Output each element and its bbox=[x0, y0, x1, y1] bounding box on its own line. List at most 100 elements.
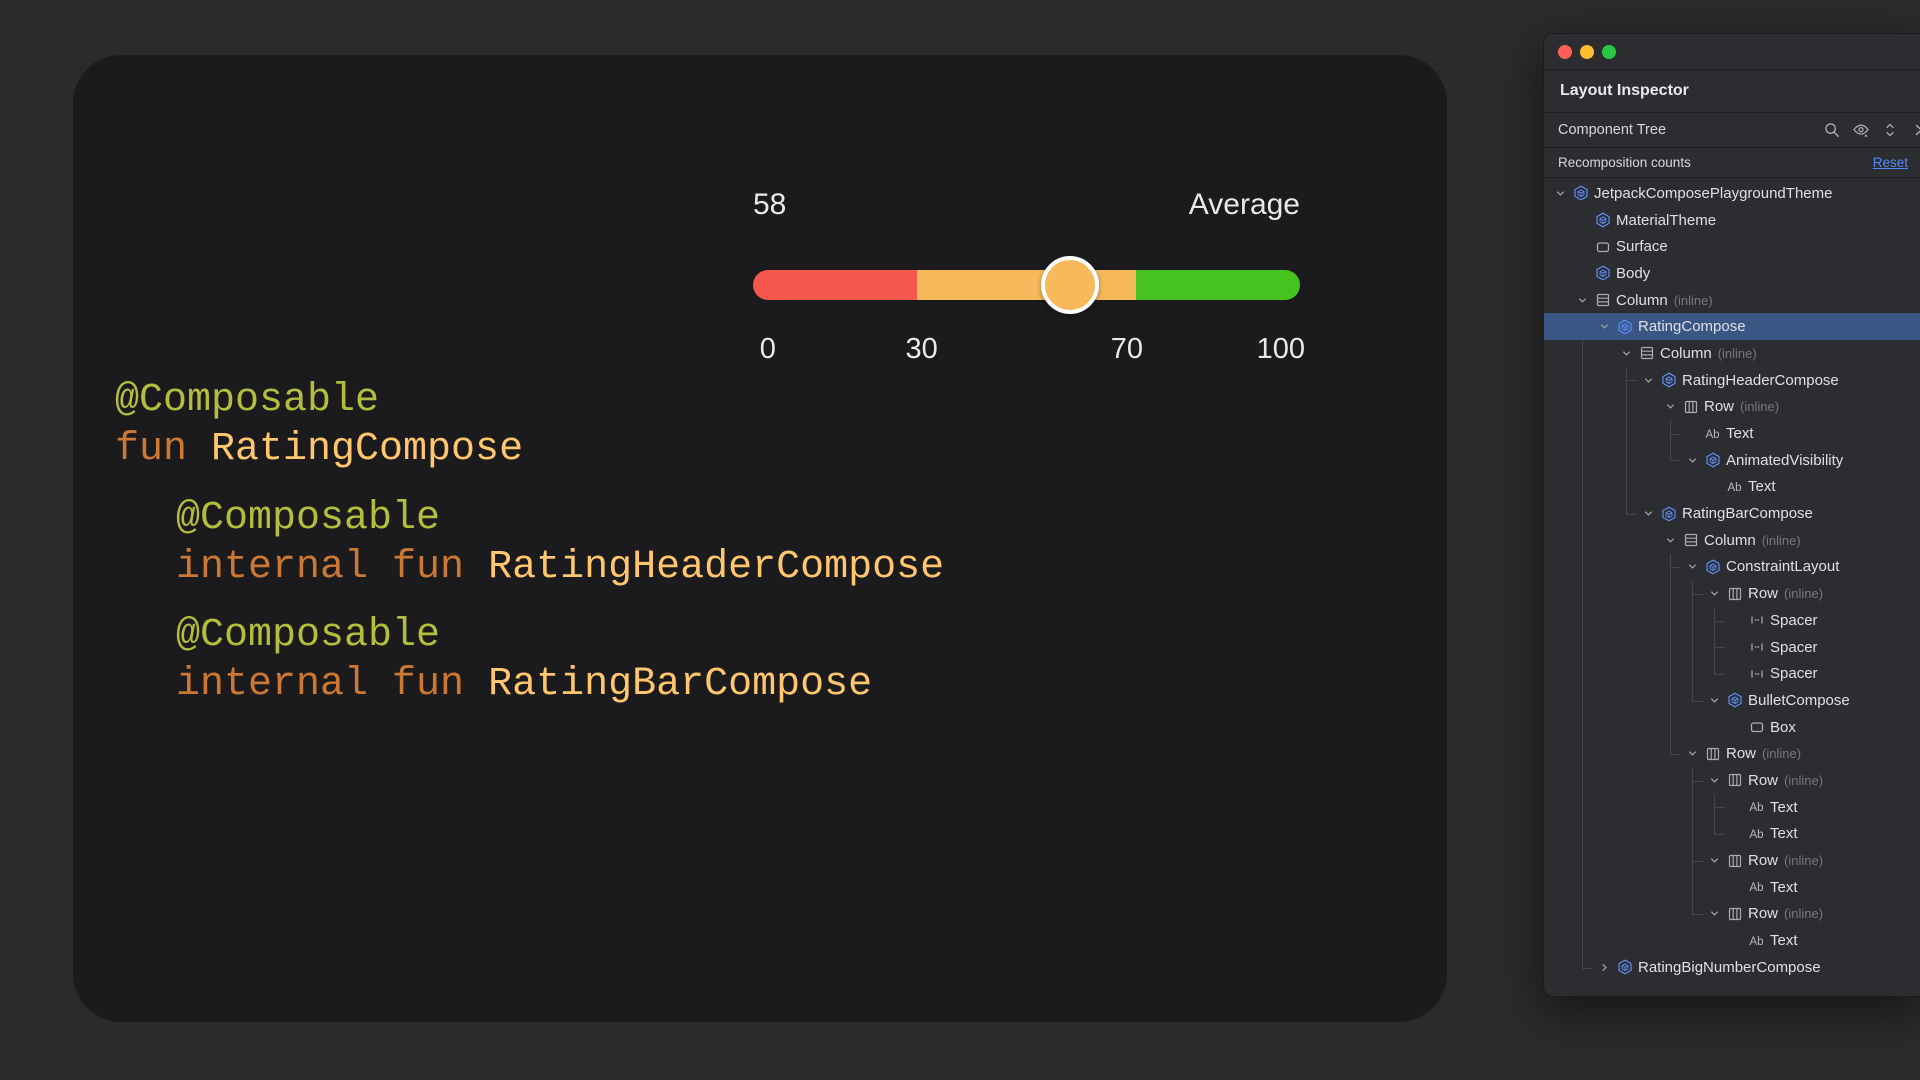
chevron-down-icon[interactable] bbox=[1619, 346, 1633, 360]
column-icon bbox=[1683, 532, 1699, 548]
zoom-button[interactable] bbox=[1602, 44, 1616, 59]
tree-node-animatedvisibility[interactable]: AnimatedVisibility bbox=[1544, 447, 1920, 474]
tree-node-ratingbignumbercompose[interactable]: RatingBigNumberCompose bbox=[1544, 954, 1920, 981]
tree-node-constraintlayout[interactable]: ConstraintLayout bbox=[1544, 554, 1920, 581]
box-icon bbox=[1749, 719, 1765, 735]
rating-category-label: Average bbox=[1188, 188, 1300, 221]
tree-node-label: AnimatedVisibility bbox=[1726, 451, 1844, 469]
tree-node-column[interactable]: Column (inline) bbox=[1544, 340, 1920, 367]
chevron-down-icon[interactable] bbox=[1553, 186, 1567, 200]
tree-node-spacer[interactable]: Spacer bbox=[1544, 607, 1920, 634]
chevron-down-icon[interactable] bbox=[1597, 320, 1611, 334]
tree-node-label: BulletCompose bbox=[1748, 691, 1850, 709]
chevron-down-icon[interactable] bbox=[1685, 453, 1699, 467]
code-line: @Composable bbox=[115, 376, 523, 425]
demo-card: 58 Average 0 30 70 100 @Composable fun Ratin… bbox=[73, 55, 1447, 1022]
text-icon: Ab bbox=[1749, 826, 1765, 842]
tree-node-row[interactable]: Row (inline) bbox=[1544, 740, 1920, 767]
minimize-button[interactable] bbox=[1580, 44, 1594, 59]
chevron-placeholder bbox=[1729, 667, 1743, 681]
chevron-right-icon[interactable] bbox=[1908, 119, 1920, 141]
expand-collapse-icon[interactable] bbox=[1879, 119, 1901, 141]
code-token-keyword: internal fun bbox=[176, 545, 489, 590]
rating-value: 58 bbox=[753, 188, 787, 221]
text-icon: Ab bbox=[1749, 879, 1765, 895]
row-icon bbox=[1727, 853, 1743, 869]
tree-node-jetpackcomposeplaygroundtheme[interactable]: JetpackComposePlaygroundTheme bbox=[1544, 180, 1920, 207]
slider-segment-1 bbox=[917, 270, 1136, 300]
chevron-placeholder bbox=[1575, 240, 1589, 254]
chevron-down-icon[interactable] bbox=[1641, 507, 1655, 521]
svg-text:Ab: Ab bbox=[1706, 429, 1720, 441]
slider-segment-2 bbox=[1135, 270, 1300, 300]
window-titlebar[interactable] bbox=[1544, 34, 1920, 70]
code-line: fun RatingCompose bbox=[115, 425, 523, 474]
chevron-down-icon[interactable] bbox=[1707, 907, 1721, 921]
close-button[interactable] bbox=[1558, 44, 1572, 59]
chevron-down-icon[interactable] bbox=[1707, 693, 1721, 707]
text-icon: Ab bbox=[1749, 933, 1765, 949]
chevron-down-icon[interactable] bbox=[1663, 533, 1677, 547]
tree-node-text[interactable]: Ab Text bbox=[1544, 420, 1920, 447]
tree-node-text[interactable]: Ab Text bbox=[1544, 927, 1920, 954]
tree-node-spacer[interactable]: Spacer bbox=[1544, 634, 1920, 661]
visibility-icon[interactable] bbox=[1850, 119, 1872, 141]
chevron-down-icon[interactable] bbox=[1685, 560, 1699, 574]
rating-header: 58 Average bbox=[753, 185, 1300, 225]
tree-node-ratingheadercompose[interactable]: RatingHeaderCompose bbox=[1544, 367, 1920, 394]
chevron-down-icon[interactable] bbox=[1685, 747, 1699, 761]
tree-node-box[interactable]: Box bbox=[1544, 714, 1920, 741]
tree-node-qualifier: (inline) bbox=[1740, 399, 1780, 415]
tree-node-text[interactable]: Ab Text bbox=[1544, 821, 1920, 848]
column-icon bbox=[1595, 292, 1611, 308]
tree-node-bulletcompose[interactable]: BulletCompose bbox=[1544, 687, 1920, 714]
tree-node-ratingbarcompose[interactable]: RatingBarCompose bbox=[1544, 500, 1920, 527]
tree-node-ratingcompose[interactable]: RatingCompose bbox=[1544, 313, 1920, 341]
chevron-down-icon[interactable] bbox=[1663, 400, 1677, 414]
tree-node-row[interactable]: Row (inline) bbox=[1544, 901, 1920, 928]
tree-node-label: RatingBarCompose bbox=[1682, 505, 1813, 523]
chevron-down-icon[interactable] bbox=[1641, 373, 1655, 387]
tree-node-qualifier: (inline) bbox=[1784, 853, 1824, 869]
panel-title: Layout Inspector bbox=[1560, 82, 1689, 99]
tree-node-column[interactable]: Column (inline) bbox=[1544, 287, 1920, 314]
tree-node-surface[interactable]: Surface bbox=[1544, 233, 1920, 260]
slider-tick-100: 100 bbox=[1256, 333, 1306, 365]
row-icon bbox=[1727, 772, 1743, 788]
chevron-down-icon[interactable] bbox=[1575, 293, 1589, 307]
rating-slider-track[interactable] bbox=[753, 270, 1300, 300]
spacer-icon bbox=[1749, 666, 1765, 682]
tree-node-body[interactable]: Body bbox=[1544, 260, 1920, 287]
tree-node-label: Row bbox=[1748, 905, 1779, 923]
tree-node-label: Body bbox=[1616, 264, 1651, 282]
tree-node-label: RatingCompose bbox=[1638, 318, 1746, 336]
recomposition-counts-row: Recomposition counts Reset bbox=[1544, 148, 1920, 178]
rating-slider-thumb[interactable] bbox=[1041, 256, 1100, 314]
tree-node-spacer[interactable]: Spacer bbox=[1544, 660, 1920, 687]
box-icon bbox=[1595, 239, 1611, 255]
tree-node-materialtheme[interactable]: MaterialTheme bbox=[1544, 207, 1920, 234]
tree-node-column[interactable]: Column (inline) bbox=[1544, 527, 1920, 554]
tree-node-row[interactable]: Row (inline) bbox=[1544, 580, 1920, 607]
panel-title-row: Layout Inspector bbox=[1544, 70, 1920, 113]
tree-node-label: Surface bbox=[1616, 238, 1668, 256]
svg-text:Ab: Ab bbox=[1750, 829, 1764, 841]
component-tree-label: Component Tree bbox=[1558, 122, 1667, 138]
tree-node-label: Text bbox=[1748, 478, 1776, 496]
chevron-right-icon[interactable] bbox=[1597, 960, 1611, 974]
tree-node-text[interactable]: Ab Text bbox=[1544, 794, 1920, 821]
reset-link[interactable]: Reset bbox=[1872, 155, 1908, 170]
compose-icon bbox=[1661, 372, 1677, 388]
chevron-down-icon[interactable] bbox=[1707, 773, 1721, 787]
chevron-down-icon[interactable] bbox=[1707, 854, 1721, 868]
tree-node-row[interactable]: Row (inline) bbox=[1544, 394, 1920, 421]
tree-node-row[interactable]: Row (inline) bbox=[1544, 847, 1920, 874]
tree-node-qualifier: (inline) bbox=[1784, 772, 1824, 788]
tree-node-label: Spacer bbox=[1770, 638, 1818, 656]
search-icon[interactable] bbox=[1821, 119, 1843, 141]
tree-node-text[interactable]: Ab Text bbox=[1544, 474, 1920, 501]
chevron-down-icon[interactable] bbox=[1707, 587, 1721, 601]
compose-icon bbox=[1661, 506, 1677, 522]
tree-node-row[interactable]: Row (inline) bbox=[1544, 767, 1920, 794]
tree-node-text[interactable]: Ab Text bbox=[1544, 874, 1920, 901]
